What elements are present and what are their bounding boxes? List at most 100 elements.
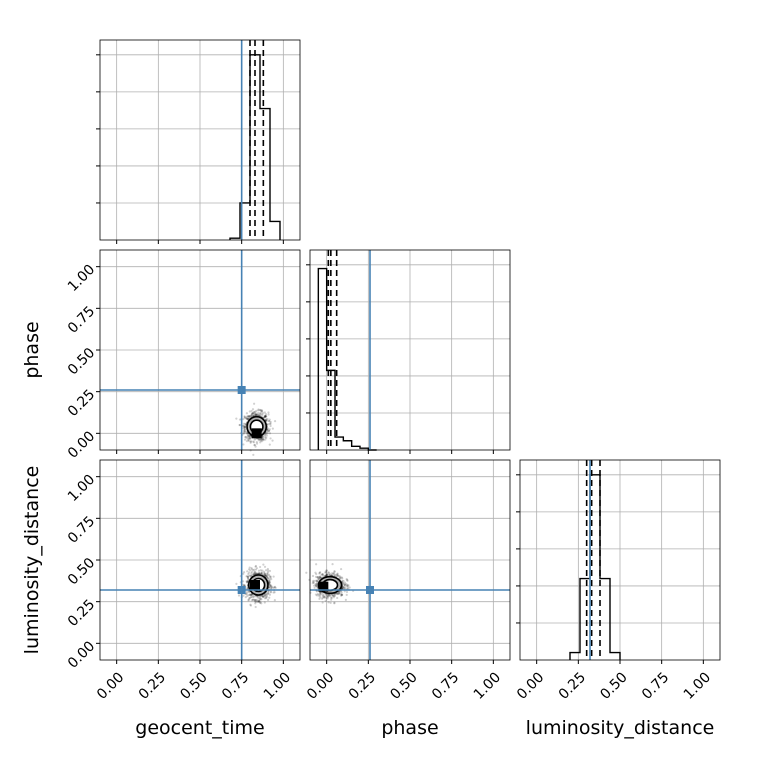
sample-point [261,438,265,441]
sample-point [314,583,318,586]
sample-point [235,582,238,585]
sample-point [264,436,267,439]
sample-point [264,438,267,441]
sample-point [265,574,268,577]
sample-point [243,426,246,429]
sample-point [260,409,263,412]
xlabel-phase: phase [381,717,438,739]
sample-point [333,573,336,576]
sample-point [253,568,256,571]
x-tick-label: 0.25 [136,669,169,702]
sample-point [250,593,253,596]
sample-point [256,414,259,417]
sample-point [255,567,259,570]
sample-point [324,599,327,602]
sample-point [252,453,255,456]
sample-point [342,586,345,589]
sample-point [244,436,247,439]
sample-point [264,415,267,418]
sample-point [266,430,270,433]
sample-point [270,585,273,588]
sample-point [259,441,262,444]
sample-point [269,583,272,586]
sample-point [269,585,272,588]
sample-point [246,417,249,421]
sample-point [322,595,325,598]
sample-point [336,592,339,596]
sample-point [246,570,249,573]
sample-point [243,429,246,432]
sample-point [265,596,268,600]
sample-point [265,595,268,598]
sample-point [235,417,238,420]
truth-marker [237,386,246,394]
sample-point [261,595,264,598]
sample-point [269,424,272,428]
sample-point [243,426,247,429]
sample-point [269,422,272,426]
sample-point [327,571,330,574]
sample-point [266,572,269,575]
sample-point [242,431,246,434]
sample-point [261,569,264,572]
sample-point [315,572,318,576]
sample-point [337,592,340,595]
sample-point [244,422,247,426]
sample-point [319,591,322,595]
sample-point [346,587,349,590]
sample-point [272,575,275,578]
sample-point [340,567,343,571]
sample-point [260,438,263,441]
sample-point [242,429,246,433]
sample-point [243,430,246,433]
sample-point [248,574,251,577]
sample-point [237,594,241,597]
sample-point [254,600,257,603]
sample-point [248,597,251,600]
y-tick-label: 0.50 [65,555,98,588]
sample-point [243,416,246,420]
sample-point [260,572,263,575]
sample-point [326,597,329,600]
sample-point [316,576,319,579]
sample-point [333,570,336,573]
sample-point [248,410,251,413]
sample-point [346,578,349,582]
sample-point [270,577,273,581]
sample-point [257,569,261,572]
sample-point [322,594,325,597]
sample-point [268,579,271,582]
sample-point [266,591,270,594]
sample-point [320,573,323,576]
sample-point [331,593,335,596]
sample-point [262,570,266,573]
sample-point [336,574,339,577]
sample-point [252,595,255,599]
sample-point [238,423,241,427]
sample-point [262,438,265,441]
sample-point [267,573,271,576]
sample-point [262,595,265,598]
sample-point [247,439,251,443]
sample-point [268,596,271,599]
sample-point [265,434,268,437]
sample-point [345,583,348,586]
sample-point [242,571,246,574]
sample-point [262,439,265,442]
sample-point [329,573,332,577]
x-tick-label: 0.00 [94,669,127,702]
sample-point [327,601,330,604]
x-tick-label: 0.75 [639,669,672,702]
sample-point [258,572,261,575]
sample-point [332,571,335,575]
sample-point [249,440,253,443]
sample-point [269,590,272,593]
sample-point [328,594,332,598]
sample-point [249,440,252,443]
sample-point [346,584,349,587]
sample-point [325,573,329,576]
sample-point [323,596,326,599]
contour-outer [247,574,269,596]
sample-point [260,571,263,574]
y-tick-label: 0.25 [65,597,98,630]
